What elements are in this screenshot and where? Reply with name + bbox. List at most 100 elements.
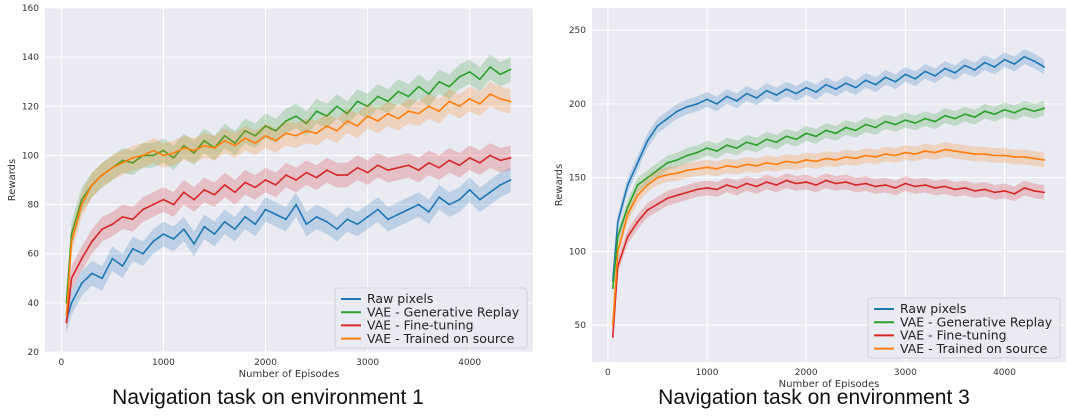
data-point-vae-generative-replay <box>356 100 359 103</box>
data-point-raw-pixels <box>80 282 83 285</box>
data-point-vae-fine-tuning <box>295 179 298 181</box>
data-point-vae-trained-on-source <box>636 194 639 197</box>
data-point-vae-trained-on-source <box>1013 156 1016 158</box>
data-point-vae-fine-tuning <box>366 171 369 174</box>
data-point-vae-fine-tuning <box>646 209 649 211</box>
data-point-raw-pixels <box>706 98 708 101</box>
data-point-vae-generative-replay <box>315 110 318 113</box>
data-point-vae-generative-replay <box>1033 110 1036 113</box>
data-point-vae-generative-replay <box>636 184 639 186</box>
data-point-vae-fine-tuning <box>315 176 318 179</box>
data-point-vae-trained-on-source <box>254 142 257 145</box>
data-point-vae-generative-replay <box>611 287 614 290</box>
data-point-raw-pixels <box>973 69 976 71</box>
data-point-vae-generative-replay <box>656 169 659 172</box>
data-point-vae-trained-on-source <box>983 153 986 155</box>
data-point-vae-trained-on-source <box>924 150 927 152</box>
data-point-vae-trained-on-source <box>65 314 68 317</box>
data-point-vae-trained-on-source <box>376 120 379 122</box>
data-point-vae-generative-replay <box>874 126 877 129</box>
data-point-raw-pixels <box>142 252 144 255</box>
data-point-vae-generative-replay <box>489 66 492 68</box>
data-point-vae-trained-on-source <box>111 166 114 169</box>
data-point-vae-trained-on-source <box>336 129 338 132</box>
data-point-vae-generative-replay <box>162 149 165 152</box>
data-point-vae-fine-tuning <box>636 220 639 223</box>
data-point-vae-generative-replay <box>983 110 986 113</box>
data-point-vae-generative-replay <box>963 113 966 116</box>
data-point-vae-fine-tuning <box>468 156 471 159</box>
data-point-vae-generative-replay <box>152 154 155 157</box>
data-point-vae-trained-on-source <box>274 139 277 142</box>
data-point-vae-generative-replay <box>468 70 471 73</box>
data-point-raw-pixels <box>489 191 492 194</box>
legend-entry: VAE - Fine-tuning <box>367 318 474 333</box>
data-point-vae-trained-on-source <box>162 154 165 157</box>
data-point-vae-trained-on-source <box>954 150 956 152</box>
data-point-vae-fine-tuning <box>438 166 440 169</box>
series-band-vae-trained-on-source <box>612 142 1045 333</box>
data-point-vae-generative-replay <box>264 125 267 127</box>
data-point-raw-pixels <box>755 97 758 99</box>
data-point-vae-fine-tuning <box>611 336 614 338</box>
data-point-vae-trained-on-source <box>676 172 679 175</box>
data-point-vae-fine-tuning <box>111 223 114 226</box>
data-point-vae-generative-replay <box>716 150 718 152</box>
data-point-vae-trained-on-source <box>366 115 369 118</box>
x-tick-label: 3000 <box>356 358 379 368</box>
data-point-raw-pixels <box>417 203 420 206</box>
data-point-vae-fine-tuning <box>963 187 966 189</box>
data-point-raw-pixels <box>223 220 226 223</box>
chart-panel-1: 0 1000 2000 3000 4000 20 40 60 80 100 120 140 160 Num… <box>7 4 533 380</box>
y-tick-label: 150 <box>569 174 586 184</box>
y-tick-label: 200 <box>569 100 586 110</box>
data-point-vae-generative-replay <box>182 144 185 147</box>
data-point-raw-pixels <box>172 238 175 240</box>
y-tick-label: 140 <box>22 53 39 63</box>
x-tick-label: 4000 <box>993 368 1016 378</box>
data-point-vae-trained-on-source <box>121 161 124 164</box>
data-point-vae-trained-on-source <box>646 184 649 186</box>
series-layer <box>611 49 1046 345</box>
data-point-vae-trained-on-source <box>387 112 389 115</box>
data-point-vae-trained-on-source <box>805 159 808 161</box>
data-point-vae-generative-replay <box>1003 108 1006 111</box>
data-point-vae-trained-on-source <box>815 160 818 163</box>
data-point-vae-generative-replay <box>407 95 410 98</box>
data-point-vae-generative-replay <box>203 139 206 142</box>
data-point-raw-pixels <box>111 257 114 260</box>
data-point-vae-trained-on-source <box>666 173 669 176</box>
data-point-raw-pixels <box>765 89 768 92</box>
data-point-vae-fine-tuning <box>745 182 748 185</box>
series-band-vae-fine-tuning <box>66 143 511 335</box>
series-band-vae-trained-on-source <box>66 81 511 328</box>
data-point-vae-trained-on-source <box>864 154 867 157</box>
data-point-vae-fine-tuning <box>1013 192 1016 195</box>
data-point-vae-trained-on-source <box>397 117 400 120</box>
data-point-vae-fine-tuning <box>193 198 195 201</box>
data-point-vae-trained-on-source <box>716 167 718 170</box>
data-point-raw-pixels <box>366 215 369 218</box>
data-point-vae-fine-tuning <box>142 208 144 211</box>
data-point-raw-pixels <box>509 179 512 181</box>
data-point-vae-fine-tuning <box>973 190 976 192</box>
data-point-raw-pixels <box>616 220 619 223</box>
data-point-raw-pixels <box>775 94 778 96</box>
data-point-vae-fine-tuning <box>203 188 206 191</box>
data-point-raw-pixels <box>499 184 502 186</box>
data-point-vae-trained-on-source <box>325 125 328 127</box>
data-point-vae-fine-tuning <box>479 161 481 164</box>
legend-entry: Raw pixels <box>900 301 966 316</box>
data-point-vae-trained-on-source <box>696 167 699 170</box>
data-point-vae-fine-tuning <box>904 182 907 185</box>
data-point-raw-pixels <box>904 73 907 76</box>
data-point-vae-trained-on-source <box>934 151 937 154</box>
data-point-raw-pixels <box>468 188 471 191</box>
legend-entry: VAE - Generative Replay <box>367 304 520 319</box>
legend-box <box>867 297 1061 359</box>
data-point-vae-generative-replay <box>499 73 502 76</box>
series-band-vae-generative-replay <box>66 54 511 316</box>
data-point-vae-trained-on-source <box>775 163 778 166</box>
data-point-vae-trained-on-source <box>963 151 966 154</box>
